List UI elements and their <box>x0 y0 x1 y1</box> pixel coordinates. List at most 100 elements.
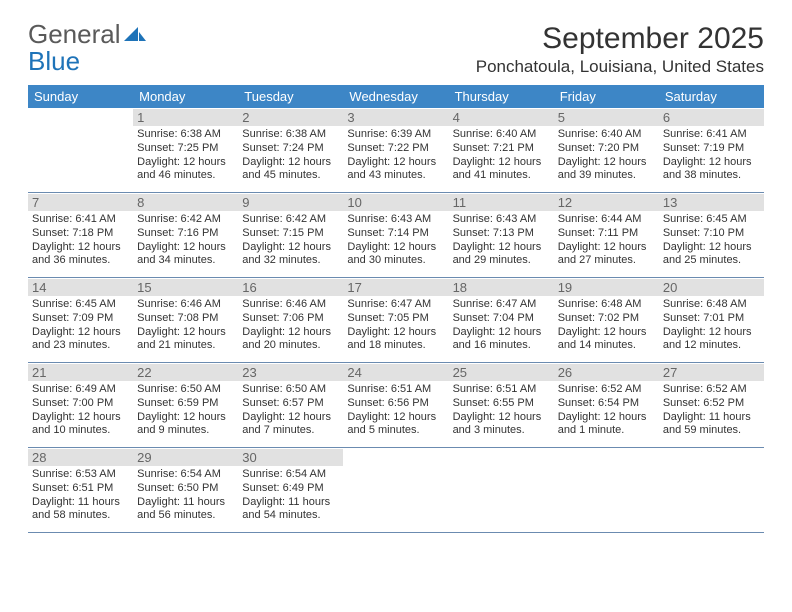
sunset-line: Sunset: 7:22 PM <box>347 142 444 156</box>
daylight-line: Daylight: 12 hours and 32 minutes. <box>242 241 339 269</box>
day-number: 27 <box>663 365 760 380</box>
sunrise-line: Sunrise: 6:39 AM <box>347 128 444 142</box>
day-number: 28 <box>32 450 129 465</box>
week-row: 1 Sunrise: 6:38 AMSunset: 7:25 PM Daylight… <box>28 108 764 193</box>
daylight-line: Daylight: 12 hours and 30 minutes. <box>347 241 444 269</box>
day-number-bar: 21 <box>28 364 133 381</box>
day-cell: 19Sunrise: 6:48 AMSunset: 7:02 PMDayligh… <box>554 278 659 362</box>
day-cell: 18Sunrise: 6:47 AMSunset: 7:04 PMDayligh… <box>449 278 554 362</box>
day-number-bar: 8 <box>133 194 238 211</box>
sunrise-line: Sunrise: 6:52 AM <box>663 383 760 397</box>
daylight-line: Daylight: 12 hours and 45 minutes. <box>242 156 339 184</box>
day-number: 26 <box>558 365 655 380</box>
daylight-line: Daylight: 12 hours and 41 minutes. <box>453 156 550 184</box>
day-cell: 6Sunrise: 6:41 AMSunset: 7:19 PMDaylight… <box>659 108 764 192</box>
day-number-bar: 2 <box>238 109 343 126</box>
sunrise-line: Sunrise: 6:50 AM <box>242 383 339 397</box>
day-number: 25 <box>453 365 550 380</box>
sunset-line: Sunset: 6:57 PM <box>242 397 339 411</box>
daylight-line: Daylight: 12 hours and 7 minutes. <box>242 411 339 439</box>
day-number: 30 <box>242 450 339 465</box>
daylight-line: Daylight: 12 hours and 25 minutes. <box>663 241 760 269</box>
calendar-grid: Sunday Monday Tuesday Wednesday Thursday… <box>28 85 764 533</box>
daylight-line: Daylight: 12 hours and 23 minutes. <box>32 326 129 354</box>
sunrise-line: Sunrise: 6:38 AM <box>137 128 234 142</box>
sunrise-line: Sunrise: 6:54 AM <box>137 468 234 482</box>
sunset-line: Sunset: 7:15 PM <box>242 227 339 241</box>
day-number-bar: 13 <box>659 194 764 211</box>
day-cell: 14Sunrise: 6:45 AMSunset: 7:09 PMDayligh… <box>28 278 133 362</box>
daylight-line: Daylight: 12 hours and 39 minutes. <box>558 156 655 184</box>
day-number: 9 <box>242 195 339 210</box>
sunset-line: Sunset: 7:25 PM <box>137 142 234 156</box>
day-number-bar: 6 <box>659 109 764 126</box>
daylight-line: Daylight: 12 hours and 43 minutes. <box>347 156 444 184</box>
sunset-line: Sunset: 6:54 PM <box>558 397 655 411</box>
sunset-line: Sunset: 6:59 PM <box>137 397 234 411</box>
day-number: 21 <box>32 365 129 380</box>
day-number: 12 <box>558 195 655 210</box>
daylight-line: Daylight: 12 hours and 18 minutes. <box>347 326 444 354</box>
header: General Blue September 2025 Ponchatoula,… <box>28 22 764 77</box>
daylight-line: Daylight: 12 hours and 34 minutes. <box>137 241 234 269</box>
dow-friday: Friday <box>554 85 659 108</box>
logo-word1: General <box>28 19 121 49</box>
sunrise-line: Sunrise: 6:44 AM <box>558 213 655 227</box>
daylight-line: Daylight: 12 hours and 20 minutes. <box>242 326 339 354</box>
sunset-line: Sunset: 7:06 PM <box>242 312 339 326</box>
sunrise-line: Sunrise: 6:41 AM <box>32 213 129 227</box>
sunrise-line: Sunrise: 6:51 AM <box>453 383 550 397</box>
daylight-line: Daylight: 12 hours and 12 minutes. <box>663 326 760 354</box>
day-cell: 17Sunrise: 6:47 AMSunset: 7:05 PMDayligh… <box>343 278 448 362</box>
day-number-bar: 14 <box>28 279 133 296</box>
day-number: 19 <box>558 280 655 295</box>
daylight-line: Daylight: 12 hours and 27 minutes. <box>558 241 655 269</box>
day-number: 7 <box>32 195 129 210</box>
sunset-line: Sunset: 7:18 PM <box>32 227 129 241</box>
day-number: 1 <box>137 110 234 125</box>
day-number-bar: 29 <box>133 449 238 466</box>
daylight-line: Daylight: 12 hours and 3 minutes. <box>453 411 550 439</box>
sunrise-line: Sunrise: 6:41 AM <box>663 128 760 142</box>
day-cell <box>659 448 764 532</box>
sunrise-line: Sunrise: 6:40 AM <box>558 128 655 142</box>
day-cell: 20Sunrise: 6:48 AMSunset: 7:01 PMDayligh… <box>659 278 764 362</box>
sunrise-line: Sunrise: 6:49 AM <box>32 383 129 397</box>
daylight-line: Daylight: 12 hours and 29 minutes. <box>453 241 550 269</box>
day-cell: 25 Sunrise: 6:51 AMSunset: 6:55 PMDayligh… <box>449 363 554 447</box>
sunset-line: Sunset: 7:02 PM <box>558 312 655 326</box>
day-number-bar: 30 <box>238 449 343 466</box>
logo-sail-icon <box>124 22 146 47</box>
sunrise-line: Sunrise: 6:43 AM <box>453 213 550 227</box>
day-number-bar: 5 <box>554 109 659 126</box>
day-number-bar: 17 <box>343 279 448 296</box>
dow-tuesday: Tuesday <box>238 85 343 108</box>
title-block: September 2025 Ponchatoula, Louisiana, U… <box>476 22 764 77</box>
day-cell: 11Sunrise: 6:43 AMSunset: 7:13 PMDayligh… <box>449 193 554 277</box>
day-number-bar: 3 <box>343 109 448 126</box>
day-number-bar: 19 <box>554 279 659 296</box>
sunrise-line: Sunrise: 6:43 AM <box>347 213 444 227</box>
day-number-bar: 27 <box>659 364 764 381</box>
sunset-line: Sunset: 7:16 PM <box>137 227 234 241</box>
day-number-bar: 12 <box>554 194 659 211</box>
sunset-line: Sunset: 7:00 PM <box>32 397 129 411</box>
daylight-line: Daylight: 12 hours and 5 minutes. <box>347 411 444 439</box>
daylight-line: Daylight: 12 hours and 38 minutes. <box>663 156 760 184</box>
sunset-line: Sunset: 6:55 PM <box>453 397 550 411</box>
day-number: 17 <box>347 280 444 295</box>
day-cell: 9 Sunrise: 6:42 AMSunset: 7:15 PMDaylight… <box>238 193 343 277</box>
day-number: 2 <box>242 110 339 125</box>
day-cell: 22Sunrise: 6:50 AMSunset: 6:59 PMDayligh… <box>133 363 238 447</box>
daylight-line: Daylight: 12 hours and 1 minute. <box>558 411 655 439</box>
location-text: Ponchatoula, Louisiana, United States <box>476 57 764 77</box>
day-number-bar: 25 <box>449 364 554 381</box>
week-row: 28Sunrise: 6:53 AMSunset: 6:51 PMDayligh… <box>28 448 764 533</box>
day-cell: 7Sunrise: 6:41 AMSunset: 7:18 PMDaylight… <box>28 193 133 277</box>
day-number: 3 <box>347 110 444 125</box>
sunrise-line: Sunrise: 6:42 AM <box>242 213 339 227</box>
daylight-line: Daylight: 11 hours and 56 minutes. <box>137 496 234 524</box>
sunset-line: Sunset: 7:24 PM <box>242 142 339 156</box>
daylight-line: Daylight: 12 hours and 21 minutes. <box>137 326 234 354</box>
sunrise-line: Sunrise: 6:42 AM <box>137 213 234 227</box>
